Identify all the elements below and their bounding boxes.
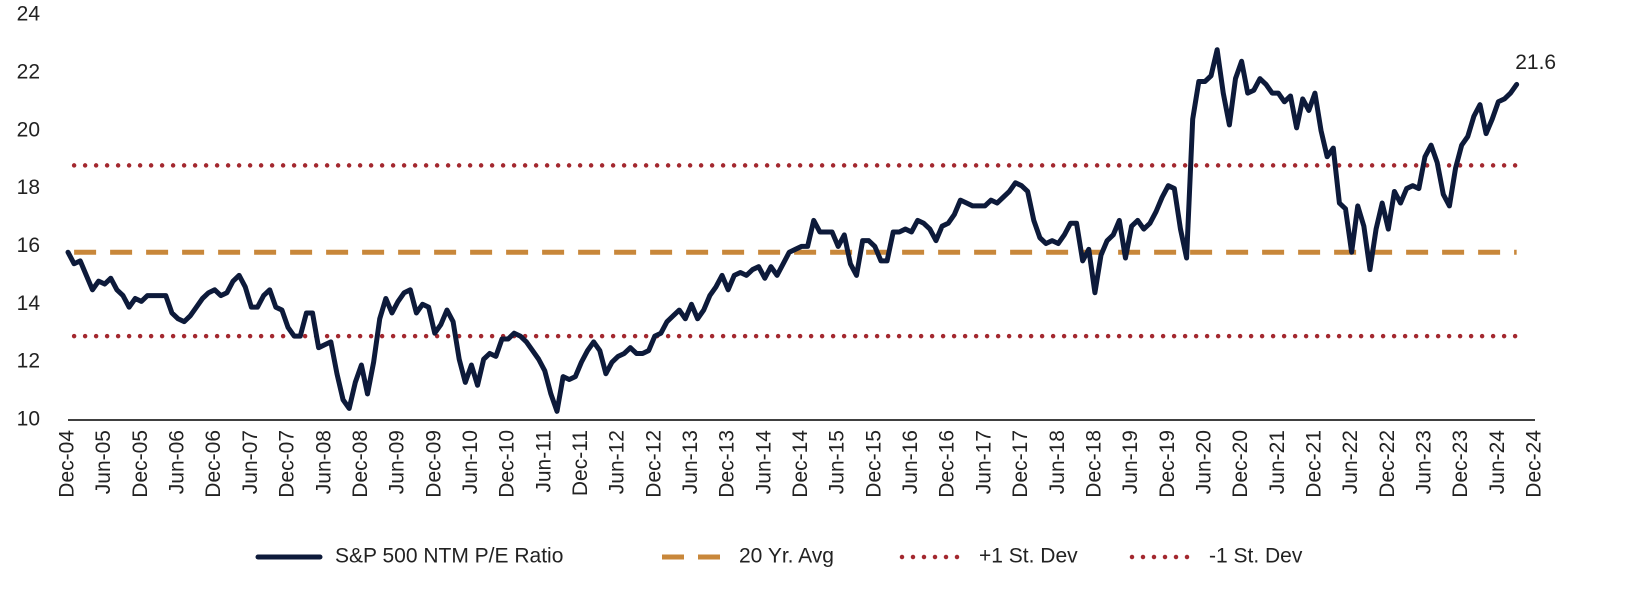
x-tick-label: Jun-11	[532, 430, 555, 493]
x-tick-label: Jun-17	[972, 430, 995, 494]
x-tick-label: Dec-11	[569, 430, 592, 496]
x-tick-label: Dec-23	[1449, 430, 1472, 498]
y-tick-label: 14	[17, 292, 41, 315]
x-tick-label: Dec-15	[862, 430, 885, 498]
y-tick-label: 12	[17, 350, 40, 373]
x-tick-label: Jun-19	[1119, 430, 1142, 494]
series-line	[65, 47, 1520, 414]
x-tick-label: Dec-20	[1229, 430, 1252, 498]
x-tick-label: Jun-10	[459, 430, 482, 494]
legend-label: 20 Yr. Avg	[739, 545, 834, 568]
x-tick-label: Jun-07	[239, 430, 262, 494]
y-tick-label: 16	[17, 234, 40, 257]
x-tick-label: Jun-18	[1046, 430, 1069, 494]
x-tick-label: Jun-21	[1266, 430, 1289, 494]
x-tick-label: Dec-19	[1156, 430, 1179, 498]
x-tick-label: Dec-13	[716, 430, 739, 498]
x-tick-label: Dec-22	[1376, 430, 1399, 498]
x-tick-label: Dec-21	[1302, 430, 1325, 498]
x-tick-label: Jun-16	[899, 430, 922, 494]
x-tick-label: Dec-05	[129, 430, 152, 498]
end-label: 21.6	[1515, 51, 1556, 74]
x-tick-label: Jun-23	[1413, 430, 1436, 494]
x-tick-label: Dec-07	[276, 430, 299, 498]
x-tick-label: Dec-12	[642, 430, 665, 498]
legend-label: +1 St. Dev	[979, 545, 1078, 568]
x-tick-label: Dec-06	[202, 430, 225, 498]
x-tick-label: Jun-22	[1339, 430, 1362, 494]
y-tick-label: 18	[17, 176, 40, 199]
x-tick-label: Dec-14	[789, 430, 812, 498]
x-tick-label: Jun-09	[386, 430, 409, 494]
x-tick-label: Dec-17	[1009, 430, 1032, 498]
x-tick-label: Dec-08	[349, 430, 372, 498]
y-tick-label: 22	[17, 60, 40, 83]
x-tick-label: Jun-12	[606, 430, 629, 494]
x-tick-label: Dec-04	[56, 430, 79, 498]
y-tick-label: 24	[17, 3, 41, 26]
x-tick-label: Jun-15	[826, 430, 849, 494]
x-tick-label: Jun-05	[92, 430, 115, 494]
legend-label: -1 St. Dev	[1209, 545, 1303, 568]
x-tick-label: Dec-10	[496, 430, 519, 498]
x-tick-label: Dec-24	[1523, 430, 1546, 498]
legend-label: S&P 500 NTM P/E Ratio	[335, 545, 563, 568]
x-tick-label: Jun-13	[679, 430, 702, 494]
x-tick-label: Jun-24	[1486, 430, 1509, 495]
x-tick-label: Jun-06	[166, 430, 189, 494]
x-tick-label: Dec-18	[1082, 430, 1105, 498]
y-tick-label: 20	[17, 118, 40, 141]
x-tick-label: Dec-16	[936, 430, 959, 498]
x-tick-label: Jun-08	[312, 430, 335, 494]
x-tick-label: Jun-20	[1192, 430, 1215, 494]
x-tick-label: Jun-14	[752, 430, 775, 495]
x-tick-label: Dec-09	[422, 430, 445, 498]
y-tick-label: 10	[17, 408, 40, 431]
